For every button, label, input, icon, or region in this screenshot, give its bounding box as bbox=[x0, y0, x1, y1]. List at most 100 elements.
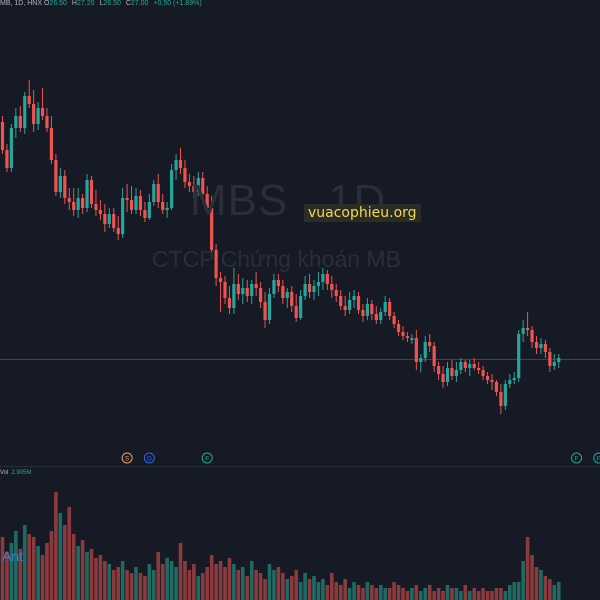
candle-body bbox=[370, 304, 374, 314]
candle bbox=[490, 374, 494, 390]
candle bbox=[423, 336, 427, 362]
candle-body bbox=[290, 292, 294, 306]
candle-body bbox=[36, 108, 40, 124]
volume-bar bbox=[432, 591, 436, 600]
candle bbox=[201, 172, 205, 200]
candle bbox=[89, 176, 94, 208]
volume-bar bbox=[85, 552, 89, 600]
candle bbox=[272, 274, 276, 298]
event-marker-circle bbox=[143, 452, 155, 464]
volume-bar bbox=[352, 582, 356, 600]
candle bbox=[517, 330, 521, 382]
volume-bar bbox=[116, 567, 120, 600]
open-value: 26.50 bbox=[49, 0, 67, 7]
candle bbox=[508, 374, 512, 388]
volume-bar bbox=[361, 588, 365, 600]
candle bbox=[361, 304, 365, 322]
volume-bar bbox=[459, 591, 463, 600]
site-label: vuacophieu.org bbox=[304, 204, 421, 222]
volume-bar bbox=[450, 588, 454, 600]
candle-body bbox=[419, 358, 423, 362]
event-marker-label: F bbox=[575, 456, 579, 463]
candle bbox=[165, 202, 169, 218]
candle-body bbox=[517, 334, 521, 378]
volume-bar bbox=[383, 588, 387, 600]
volume-bar bbox=[512, 582, 517, 600]
candle-body bbox=[63, 176, 67, 198]
candle-body bbox=[334, 290, 338, 296]
volume-bar bbox=[18, 549, 23, 600]
candle bbox=[32, 90, 36, 132]
candle-body bbox=[414, 338, 418, 362]
candle bbox=[450, 360, 454, 380]
volume-bar bbox=[40, 555, 45, 600]
event-marker[interactable]: F bbox=[201, 452, 213, 464]
volume-bar bbox=[125, 570, 129, 600]
event-marker-label: F bbox=[597, 456, 600, 463]
candle bbox=[383, 296, 387, 316]
volume-bar bbox=[419, 591, 423, 600]
candle-body bbox=[125, 198, 129, 200]
candle-body bbox=[170, 170, 174, 208]
candle-body bbox=[152, 184, 156, 202]
watermark-company: CTCP Chứng khoán MB bbox=[152, 246, 401, 272]
candle-body bbox=[18, 116, 22, 128]
volume-bar bbox=[263, 579, 267, 600]
volume-bar bbox=[209, 555, 214, 600]
candle bbox=[494, 380, 499, 396]
candle-body bbox=[392, 316, 396, 324]
event-marker[interactable]: D bbox=[143, 452, 155, 464]
volume-bar bbox=[107, 564, 112, 600]
candle bbox=[294, 294, 298, 322]
candle bbox=[245, 280, 249, 302]
volume-bar bbox=[423, 588, 428, 600]
candle bbox=[236, 274, 240, 300]
candle bbox=[552, 354, 556, 370]
open-label: O bbox=[43, 0, 50, 7]
candle-body bbox=[98, 210, 102, 214]
volume-value: 2.905M bbox=[11, 470, 32, 476]
volume-bar bbox=[165, 558, 169, 600]
legend-header: MB, 1D, HNX O26.50 H27.20 L26.50 C27.00 … bbox=[0, 0, 205, 10]
candle bbox=[437, 362, 441, 380]
candle bbox=[539, 338, 543, 354]
candle-body bbox=[196, 178, 200, 192]
candle-body bbox=[161, 202, 165, 210]
event-marker[interactable]: F bbox=[571, 452, 583, 464]
candle-body bbox=[227, 298, 232, 308]
candle bbox=[250, 280, 254, 304]
candle bbox=[14, 108, 18, 138]
volume-bar bbox=[476, 591, 481, 600]
candle bbox=[134, 188, 138, 214]
event-marker[interactable]: S bbox=[121, 452, 133, 464]
volume-bar bbox=[539, 570, 543, 600]
volume-bar bbox=[54, 492, 58, 600]
volume-bar bbox=[111, 570, 116, 600]
candle-body bbox=[330, 284, 334, 290]
candle bbox=[45, 108, 49, 132]
event-marker[interactable]: F bbox=[593, 452, 600, 464]
candle-body bbox=[5, 150, 9, 168]
volume-bar bbox=[338, 585, 343, 600]
candle bbox=[121, 188, 125, 238]
candle bbox=[63, 170, 67, 204]
candle-body bbox=[468, 364, 472, 368]
candle bbox=[9, 124, 13, 172]
volume-bar bbox=[494, 588, 499, 600]
volume-bar bbox=[427, 585, 432, 600]
candle-body bbox=[205, 194, 209, 208]
candle bbox=[303, 276, 307, 300]
candle bbox=[503, 380, 507, 410]
volume-bar bbox=[530, 555, 534, 600]
volume-bar bbox=[205, 567, 209, 600]
candle bbox=[543, 340, 547, 358]
candle bbox=[396, 320, 401, 336]
candle bbox=[499, 384, 503, 414]
candle-body bbox=[299, 296, 303, 318]
candle bbox=[548, 348, 552, 372]
volume-bar bbox=[316, 582, 321, 600]
candle bbox=[107, 208, 111, 228]
candle-body bbox=[58, 176, 62, 192]
